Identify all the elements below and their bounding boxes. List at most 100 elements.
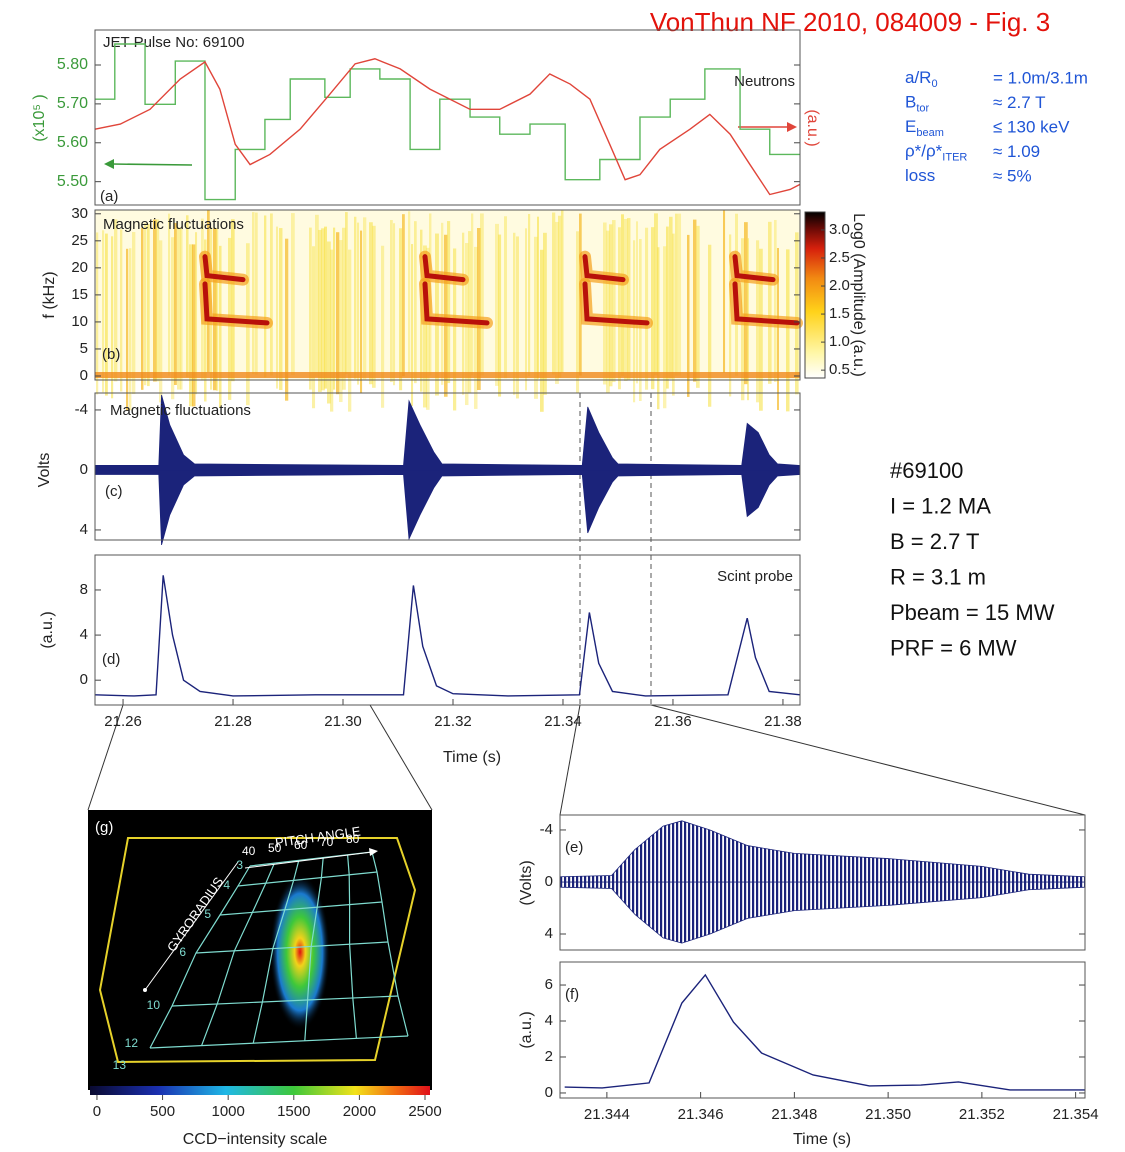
spectrogram-floor xyxy=(95,372,800,378)
spectrogram-stripe xyxy=(495,223,499,386)
series-line xyxy=(94,575,801,697)
x-tick-label: 21.354 xyxy=(1053,1106,1099,1123)
spectrogram-stripe xyxy=(498,234,502,397)
x-tick-label: 21.344 xyxy=(584,1106,630,1123)
plot-frame xyxy=(94,29,801,206)
gyro-tick: 13 xyxy=(113,1058,127,1072)
spectrogram-stripe xyxy=(603,222,607,385)
spectrogram-stripe xyxy=(327,241,331,404)
spectrogram-stripe xyxy=(624,218,628,381)
spectrogram-stripe xyxy=(111,236,114,399)
spectrogram-stripe xyxy=(168,213,171,376)
colorbar-tick-label: 1500 xyxy=(277,1103,310,1120)
parameter-label: ρ*/ρ*ITER xyxy=(905,142,967,163)
y-tick-label: 2 xyxy=(545,1048,553,1065)
figure-title: VonThun NF 2010, 084009 - Fig. 3 xyxy=(650,7,1050,37)
spectrogram-stripe xyxy=(141,227,144,390)
spectrogram-stripe xyxy=(315,214,319,377)
spectrogram-stripe xyxy=(132,232,136,395)
y-tick-label: 15 xyxy=(71,286,88,303)
parameter-symbol: loss xyxy=(905,166,935,185)
spectrogram-stripe xyxy=(480,213,484,376)
signal-envelope xyxy=(94,394,801,471)
annotation: Magnetic fluctuations xyxy=(103,216,244,233)
parameter-subscript: beam xyxy=(916,127,944,139)
spectrogram-stripe xyxy=(414,221,417,384)
spectrogram-stripe xyxy=(336,232,340,395)
spectrogram-stripe xyxy=(324,226,327,389)
spectrogram-stripe xyxy=(663,246,667,409)
shot-parameter: Pbeam = 15 MW xyxy=(890,600,1055,625)
spectrogram-stripe xyxy=(411,244,414,407)
shot-parameter: PRF = 6 MW xyxy=(890,635,1017,660)
spectrogram-stripe xyxy=(612,220,616,383)
panel-label: (c) xyxy=(105,483,123,500)
y-tick-label: 4 xyxy=(80,521,88,538)
spectrogram-stripe xyxy=(291,213,295,376)
y-tick-label: 8 xyxy=(80,581,88,598)
pulse-label: JET Pulse No: 69100 xyxy=(103,34,244,51)
colorbar xyxy=(804,211,826,379)
gyro-tick: 10 xyxy=(147,998,161,1012)
y-tick-label: 4 xyxy=(545,925,553,942)
spectrogram-stripe xyxy=(576,231,580,394)
spectrogram-stripe xyxy=(126,248,129,411)
y-tick-label: 5.50 xyxy=(57,173,88,190)
spectrogram-stripe xyxy=(390,220,393,383)
shot-parameter: B = 2.7 T xyxy=(890,529,979,554)
spectrogram-stripe xyxy=(696,225,700,388)
spectrogram-stripe xyxy=(159,240,163,403)
parameter-subscript: ITER xyxy=(942,151,967,163)
y-tick-label: 0 xyxy=(80,671,88,688)
plot-frame xyxy=(559,961,1086,1099)
panel-label: (e) xyxy=(565,839,583,856)
colorbar-label: CCD−intensity scale xyxy=(183,1131,328,1148)
x-axis-label: Time (s) xyxy=(443,749,501,766)
spectrogram-stripe xyxy=(621,214,624,377)
spectrogram-stripe xyxy=(399,228,403,391)
spectrogram-stripe xyxy=(441,222,444,385)
spectrogram-stripe xyxy=(669,216,673,379)
grid-column xyxy=(304,857,324,1041)
mode-core xyxy=(732,281,800,326)
spectrogram-stripe xyxy=(192,244,196,407)
spectrogram-stripe xyxy=(672,233,675,396)
y-axis-label: (a.u.) xyxy=(518,1011,535,1048)
mode-core xyxy=(422,254,466,283)
spectrogram-stripe xyxy=(363,217,367,380)
y-tick-label: 4 xyxy=(80,626,88,643)
y-tick-label: -4 xyxy=(75,401,88,418)
spectrogram-stripe xyxy=(279,228,283,391)
spectrogram-stripe xyxy=(96,232,99,395)
spectrogram-stripe xyxy=(555,221,559,384)
annotation: Magnetic fluctuations xyxy=(110,402,251,419)
y-axis-label: f (kHz) xyxy=(41,271,58,318)
y-tick-label: 25 xyxy=(71,232,88,249)
spectrogram-stripe xyxy=(153,219,157,382)
colorbar-tick-label: 2.5 xyxy=(829,249,850,266)
spectrogram-stripe xyxy=(504,216,507,379)
gyro-tick: 5 xyxy=(204,907,211,921)
colorbar-tick-label: 0.5 xyxy=(829,361,850,378)
spectrogram-stripe xyxy=(537,216,540,379)
y-tick-label: 30 xyxy=(71,205,88,222)
mode-core xyxy=(202,254,246,283)
ccd-image xyxy=(88,810,432,1095)
y-tick-label: 10 xyxy=(71,313,88,330)
spectrogram-stripe xyxy=(102,230,105,393)
spectrogram-stripe xyxy=(357,222,360,385)
colorbar-tick-label: 1.5 xyxy=(829,305,850,322)
spectrogram-stripe xyxy=(462,232,465,395)
gyro-tick: 4 xyxy=(223,878,230,892)
shot-parameter: I = 1.2 MA xyxy=(890,493,991,518)
series-line xyxy=(95,43,800,201)
spectrogram-stripe xyxy=(147,224,150,387)
shot-parameter: R = 3.1 m xyxy=(890,564,986,589)
y-tick-label: 5 xyxy=(80,340,88,357)
spectrogram-stripe xyxy=(723,210,726,373)
spectrogram-stripe xyxy=(657,247,660,410)
connectors xyxy=(87,393,1086,816)
spectrogram-stripe xyxy=(609,224,613,387)
spectrogram-stripe xyxy=(708,244,712,407)
spectrogram-stripe xyxy=(768,221,772,384)
